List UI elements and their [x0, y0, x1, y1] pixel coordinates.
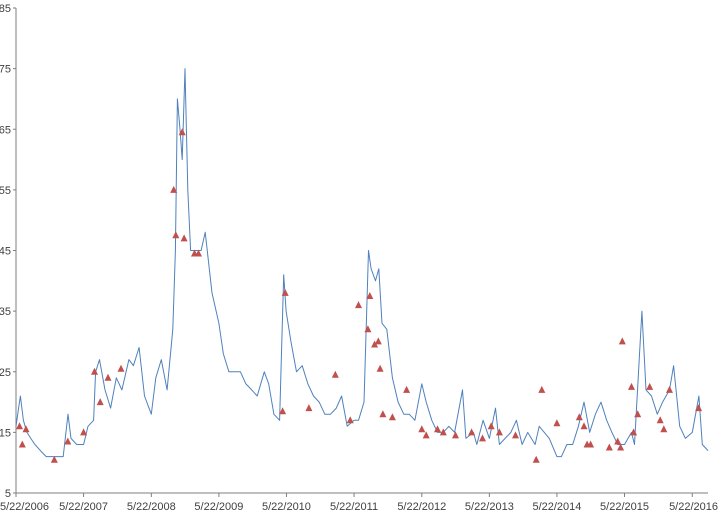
triangle-marker: [630, 428, 638, 436]
triangle-marker: [355, 301, 362, 309]
x-axis-ticks: 5/22/2006 5/22/2007 5/22/2008 5/22/2009 5/22…: [0, 493, 718, 513]
triangle-marker: [646, 382, 654, 390]
triangle-marker: [618, 337, 626, 345]
series-line: [15, 68, 709, 458]
triangle-marker: [376, 364, 384, 372]
triangle-marker: [64, 437, 72, 445]
triangle-marker: [452, 431, 459, 439]
triangle-marker: [180, 234, 188, 242]
y-tick-label: 35: [0, 306, 11, 318]
triangle-marker: [178, 128, 186, 136]
triangle-marker: [18, 440, 26, 448]
triangle-marker: [104, 373, 112, 381]
x-tick-label: 5/22/2016: [669, 501, 718, 513]
x-tick-label: 5/22/2006: [0, 501, 49, 513]
triangle-marker: [656, 416, 664, 424]
x-tick-label: 5/22/2009: [194, 501, 243, 513]
event-markers: [16, 128, 703, 463]
triangle-marker: [614, 437, 622, 445]
x-tick-label: 5/22/2010: [262, 501, 311, 513]
triangle-marker: [532, 455, 540, 463]
y-tick-label: 85: [0, 3, 11, 15]
y-tick-label: 65: [0, 124, 11, 136]
triangle-marker: [605, 443, 613, 451]
triangle-marker: [195, 249, 202, 257]
x-tick-label: 5/22/2007: [59, 501, 108, 513]
triangle-marker: [16, 422, 23, 430]
y-tick-label: 15: [0, 427, 11, 439]
y-tick-label: 45: [0, 246, 11, 258]
triangle-marker: [538, 385, 546, 393]
triangle-marker: [628, 382, 635, 390]
triangle-marker: [371, 340, 379, 348]
triangle-marker: [487, 422, 495, 430]
triangle-marker: [434, 425, 441, 433]
x-tick-label: 5/22/2008: [127, 501, 176, 513]
triangle-marker: [495, 428, 503, 436]
triangle-marker: [346, 416, 354, 424]
triangle-marker: [366, 292, 374, 299]
x-tick-label: 5/22/2012: [397, 501, 446, 513]
triangle-marker: [388, 413, 396, 421]
x-tick-label: 5/22/2011: [330, 501, 378, 513]
y-tick-label: 5: [5, 488, 11, 500]
triangle-marker: [170, 185, 178, 193]
triangle-marker: [91, 367, 98, 375]
triangle-marker: [617, 443, 625, 451]
x-tick-label: 5/22/2014: [532, 501, 581, 513]
y-tick-label: 55: [0, 185, 11, 197]
triangle-marker: [96, 398, 104, 406]
triangle-marker: [587, 440, 595, 448]
triangle-marker: [50, 455, 58, 463]
triangle-marker: [279, 407, 287, 415]
triangle-marker: [634, 410, 642, 418]
triangle-marker: [666, 385, 673, 393]
triangle-marker: [660, 425, 668, 433]
triangle-marker: [379, 410, 387, 418]
x-tick-label: 5/22/2015: [600, 501, 649, 513]
triangle-marker: [403, 385, 411, 393]
triangle-marker: [422, 431, 430, 439]
triangle-marker: [479, 434, 486, 442]
triangle-marker: [439, 428, 447, 436]
triangle-marker: [80, 428, 88, 436]
y-axis-ticks: 5 15 25 35 45 55 65 75 85: [0, 3, 16, 500]
triangle-marker: [305, 404, 313, 412]
triangle-marker: [418, 425, 426, 433]
triangle-marker: [331, 370, 339, 378]
triangle-marker: [172, 231, 180, 239]
triangle-marker: [374, 337, 382, 345]
triangle-marker: [468, 428, 476, 436]
triangle-marker: [695, 404, 703, 412]
y-tick-label: 75: [0, 64, 11, 76]
triangle-marker: [512, 431, 519, 439]
triangle-marker: [580, 422, 588, 430]
triangle-marker: [364, 325, 372, 333]
triangle-marker: [575, 413, 583, 421]
triangle-marker: [553, 419, 561, 427]
triangle-marker: [281, 288, 289, 296]
x-tick-label: 5/22/2013: [465, 501, 514, 513]
y-tick-label: 25: [0, 367, 11, 379]
triangle-marker: [22, 425, 30, 433]
triangle-marker: [117, 364, 125, 372]
